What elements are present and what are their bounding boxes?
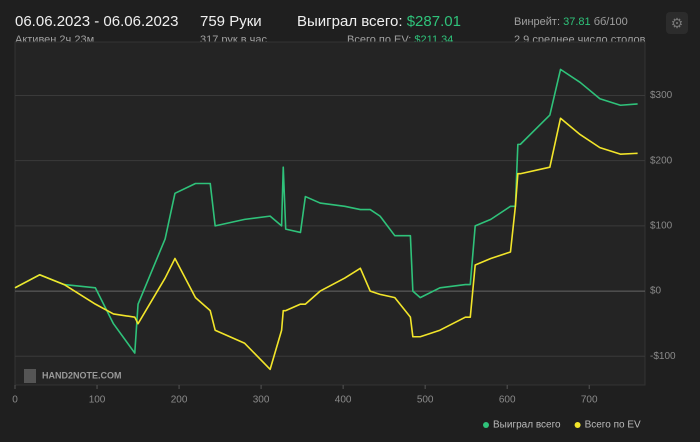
unit: бб/100 [593, 16, 628, 28]
x-tick-label: 700 [581, 395, 598, 406]
settings-button[interactable]: ⚙ [666, 12, 688, 34]
label: Выиграл всего: [297, 13, 403, 30]
x-tick-label: 0 [12, 395, 18, 406]
label: Винрейт: [514, 16, 561, 28]
x-tick-label: 100 [89, 395, 106, 406]
y-tick-label: $0 [650, 286, 662, 297]
winrate: Винрейт: 37.81 бб/100 [514, 16, 628, 28]
y-tick-label: $200 [650, 155, 673, 166]
won-total: Выиграл всего: $287.01 [297, 13, 461, 30]
legend-marker [483, 422, 489, 428]
value: $287.01 [406, 13, 461, 30]
y-tick-label: $100 [650, 221, 673, 232]
series-line [14, 117, 638, 371]
x-tick-label: 400 [335, 395, 352, 406]
plot-area [14, 41, 646, 386]
legend-marker [574, 422, 581, 428]
value: 37.81 [563, 16, 591, 28]
legend-label: Выиграл всего [493, 420, 561, 431]
y-tick-label: $300 [650, 90, 673, 101]
x-tick-label: 500 [417, 395, 434, 406]
x-tick-label: 300 [253, 395, 270, 406]
logo: HAND2NOTE.COM [42, 370, 122, 380]
legend-label: Всего по EV [585, 420, 641, 431]
hands: 759 Руки [200, 13, 262, 30]
x-tick-label: 600 [499, 395, 516, 406]
date-range: 06.06.2023 - 06.06.2023 [15, 13, 179, 30]
series-line [14, 68, 638, 354]
x-tick-label: 200 [171, 395, 188, 406]
logo-icon [24, 369, 36, 383]
y-tick-label: -$100 [650, 351, 676, 362]
